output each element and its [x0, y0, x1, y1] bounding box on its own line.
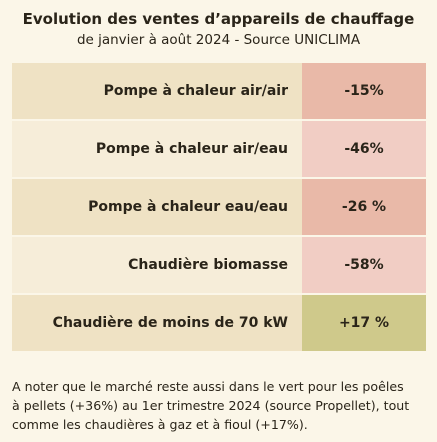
- table-row: Pompe à chaleur eau/eau -26 %: [12, 179, 426, 235]
- sales-table: Pompe à chaleur air/air -15% Pompe à cha…: [12, 63, 426, 351]
- row-label: Pompe à chaleur air/eau: [12, 121, 302, 177]
- footnote-line: A noter que le marché reste aussi dans l…: [12, 379, 404, 394]
- table-row: Pompe à chaleur air/eau -46%: [12, 121, 426, 177]
- footnote: A noter que le marché reste aussi dans l…: [12, 377, 430, 434]
- row-value: -58%: [302, 237, 426, 293]
- row-label: Chaudière de moins de 70 kW: [12, 295, 302, 351]
- table-row: Chaudière de moins de 70 kW +17 %: [12, 295, 426, 351]
- row-label: Pompe à chaleur eau/eau: [12, 179, 302, 235]
- footnote-line: comme les chaudières à gaz et à fioul (+…: [12, 417, 308, 432]
- row-value: +17 %: [302, 295, 426, 351]
- row-value: -46%: [302, 121, 426, 177]
- row-value: -26 %: [302, 179, 426, 235]
- footnote-line: à pellets (+36%) au 1er trimestre 2024 (…: [12, 398, 410, 413]
- table-row: Chaudière biomasse -58%: [12, 237, 426, 293]
- table-row: Pompe à chaleur air/air -15%: [12, 63, 426, 119]
- row-label: Pompe à chaleur air/air: [12, 63, 302, 119]
- row-value: -15%: [302, 63, 426, 119]
- page-title: Evolution des ventes d’appareils de chau…: [22, 10, 415, 28]
- page-subtitle: de janvier à août 2024 - Source UNICLIMA: [76, 32, 361, 48]
- row-label: Chaudière biomasse: [12, 237, 302, 293]
